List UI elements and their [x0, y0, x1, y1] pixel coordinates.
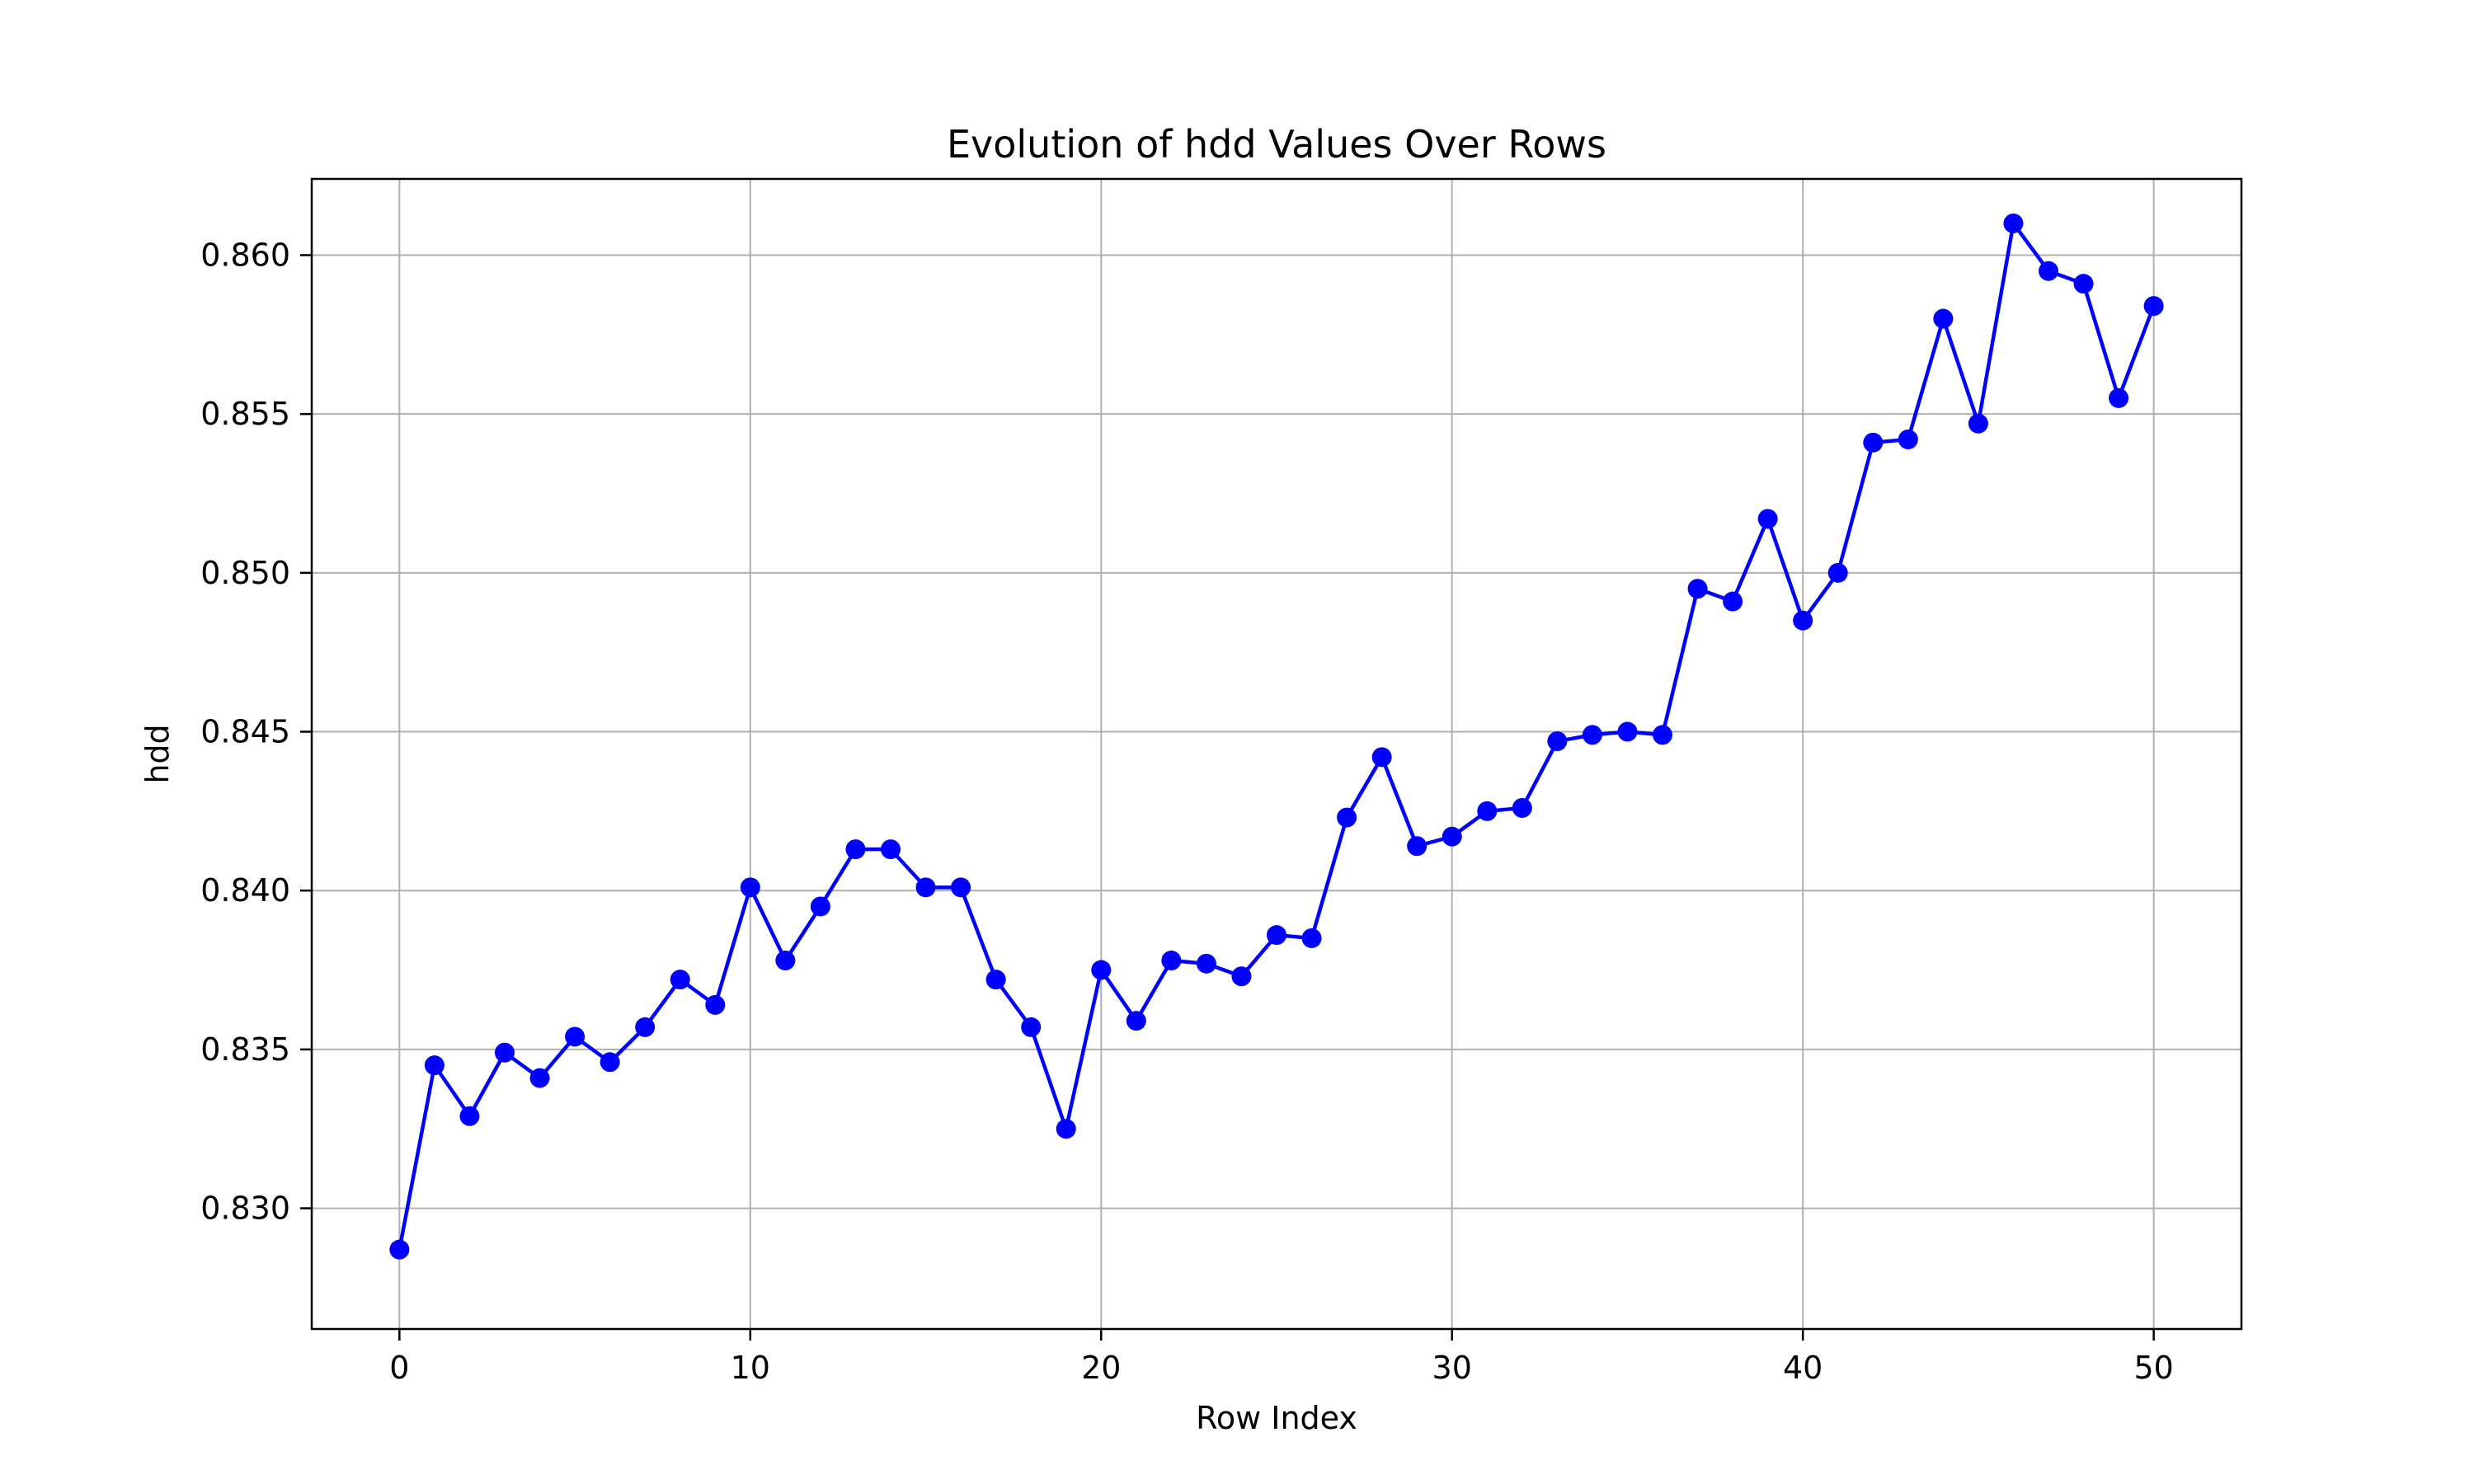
data-point	[705, 994, 726, 1015]
data-point	[1757, 509, 1778, 529]
y-tick-label: 0.860	[200, 237, 290, 273]
data-point	[1407, 836, 1427, 857]
data-point	[2143, 296, 2164, 317]
data-point	[1196, 953, 1216, 974]
data-point	[775, 950, 796, 970]
data-point	[1933, 308, 1954, 329]
data-point	[1687, 579, 1708, 599]
data-point	[1793, 610, 1813, 631]
data-point	[1161, 950, 1182, 970]
data-point	[1863, 432, 1884, 453]
data-point	[1231, 966, 1252, 987]
data-point	[881, 839, 901, 860]
data-point	[635, 1017, 656, 1037]
data-point	[529, 1068, 550, 1088]
x-tick-label: 30	[1432, 1350, 1472, 1386]
data-point	[1653, 725, 1672, 745]
y-tick-label: 0.840	[200, 872, 290, 909]
plot-area-frame	[310, 177, 2243, 1331]
data-point	[1301, 928, 1322, 949]
x-axis-title: Row Index	[1196, 1400, 1357, 1436]
data-point	[951, 877, 971, 898]
y-tick-label: 0.855	[200, 396, 290, 432]
data-point	[2073, 274, 2094, 294]
data-point	[1723, 591, 1743, 612]
data-point	[1617, 721, 1638, 742]
data-point	[1337, 807, 1357, 828]
data-point	[915, 877, 936, 898]
data-point	[1371, 747, 1392, 768]
data-point	[495, 1042, 515, 1063]
data-point	[2109, 387, 2129, 408]
x-tick-label: 40	[1783, 1350, 1823, 1386]
data-point	[1056, 1119, 1076, 1139]
x-tick-label: 20	[1081, 1350, 1121, 1386]
data-series	[389, 213, 2164, 1260]
data-point	[2003, 213, 2024, 233]
y-axis-title: hdd	[139, 724, 176, 783]
x-tick-label: 10	[731, 1350, 770, 1386]
data-point	[1898, 429, 1918, 449]
x-tick-label: 0	[389, 1350, 409, 1386]
y-tick-label: 0.835	[200, 1031, 290, 1068]
data-point	[1126, 1011, 1146, 1031]
data-point	[1512, 798, 1532, 819]
y-tick-label: 0.845	[200, 714, 290, 750]
data-point	[565, 1026, 586, 1047]
data-point	[1547, 731, 1568, 752]
data-point	[1021, 1017, 1042, 1037]
data-point	[1582, 725, 1602, 745]
data-point	[1827, 562, 1848, 583]
data-point	[985, 970, 1006, 990]
grid-lines	[312, 179, 2241, 1329]
data-point	[389, 1239, 410, 1260]
series-line	[397, 221, 2156, 1251]
data-point	[670, 970, 690, 990]
x-axis-ticks: 0 10 20 30 40 50	[389, 1329, 2174, 1386]
chart-title: Evolution of hdd Values Over Rows	[947, 122, 1606, 167]
data-point	[424, 1055, 444, 1076]
data-point	[2039, 261, 2058, 281]
data-point	[1091, 960, 1112, 980]
data-point	[600, 1052, 620, 1073]
data-point	[810, 896, 830, 917]
data-point	[740, 877, 760, 898]
data-point	[1442, 826, 1462, 847]
data-point	[845, 839, 866, 860]
data-point	[1477, 801, 1498, 821]
data-point	[1267, 925, 1286, 946]
y-tick-label: 0.850	[200, 555, 290, 591]
x-tick-label: 50	[2133, 1350, 2173, 1386]
y-tick-label: 0.830	[200, 1190, 290, 1227]
data-point	[1968, 413, 1988, 434]
data-point	[459, 1106, 480, 1126]
y-axis-ticks: 0.830 0.835 0.840 0.845 0.850 0.855 0.860	[200, 237, 312, 1227]
